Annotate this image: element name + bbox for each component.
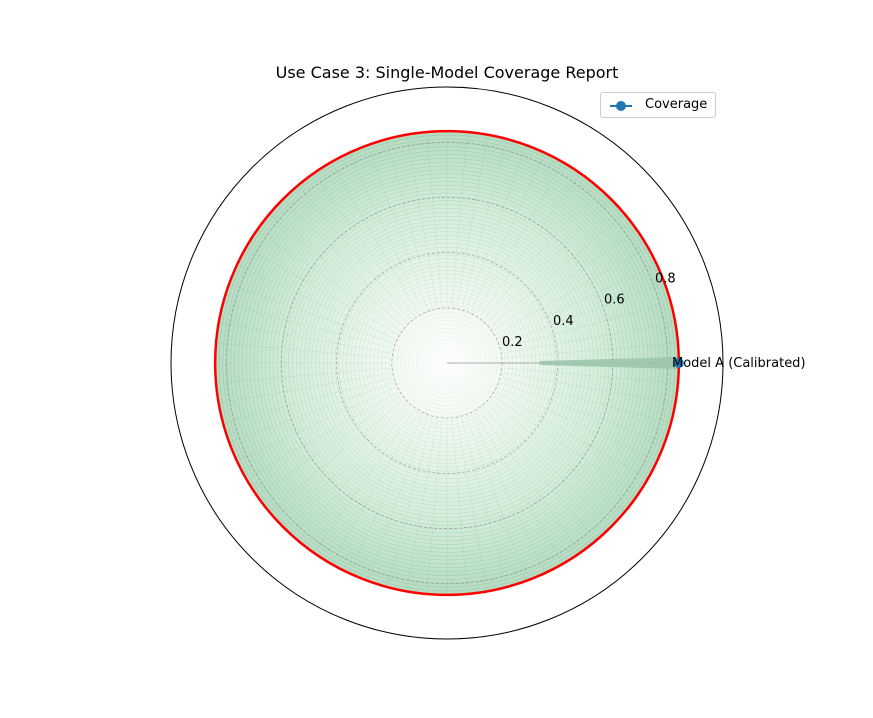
texture-spoke xyxy=(269,400,403,513)
texture-spoke xyxy=(297,407,410,541)
texture-spoke xyxy=(487,198,612,323)
category-label: Model A (Calibrated) xyxy=(672,356,806,371)
radial-tick-labels: 0.2 0.4 0.6 0.8 xyxy=(502,272,676,350)
texture-spoke xyxy=(499,387,658,462)
texture-spoke xyxy=(406,134,438,306)
texture-spoke xyxy=(297,185,410,319)
texture-spoke xyxy=(491,400,625,513)
texture-spoke xyxy=(494,396,638,497)
radial-tick-label: 0.2 xyxy=(502,335,523,350)
texture-spoke xyxy=(256,396,400,497)
texture-spoke xyxy=(504,367,678,384)
texture-spoke xyxy=(406,420,438,592)
texture-spoke xyxy=(484,185,597,319)
texture-spoke xyxy=(330,413,419,564)
texture-spoke xyxy=(223,377,392,424)
texture-spoke xyxy=(386,139,433,308)
texture-spoke xyxy=(497,391,648,480)
radial-tick-label: 0.6 xyxy=(604,293,625,308)
texture-spoke xyxy=(456,420,488,592)
texture-spoke xyxy=(504,322,676,354)
texture-spoke xyxy=(426,420,443,594)
texture-spoke xyxy=(282,403,407,528)
texture-spoke xyxy=(246,246,397,335)
texture-spoke xyxy=(229,283,393,344)
texture-spoke xyxy=(466,417,527,581)
texture-spoke xyxy=(348,415,423,574)
texture-spoke xyxy=(426,132,443,306)
texture-spoke xyxy=(451,132,468,306)
chart-title: Use Case 3: Single-Model Coverage Report xyxy=(276,63,619,82)
texture-spoke xyxy=(367,417,428,581)
texture-spoke xyxy=(504,342,678,359)
texture-spoke xyxy=(313,410,414,554)
texture-spoke xyxy=(466,145,527,309)
texture-spoke xyxy=(502,377,671,424)
legend-dot-marker xyxy=(616,101,626,111)
spokes xyxy=(215,131,679,595)
texture-spoke xyxy=(282,198,407,323)
legend-label: Coverage xyxy=(645,97,708,112)
texture-spoke xyxy=(501,382,665,443)
texture-spoke xyxy=(461,139,508,308)
texture-spoke xyxy=(497,246,648,335)
texture-spoke xyxy=(236,264,395,339)
texture-spoke xyxy=(246,391,397,480)
texture-spoke xyxy=(484,407,597,541)
texture-spoke xyxy=(229,382,393,443)
texture-spoke xyxy=(269,213,403,326)
texture-spoke xyxy=(456,134,488,306)
texture-spoke xyxy=(475,413,564,564)
texture-spoke xyxy=(223,302,392,349)
texture-spoke xyxy=(461,418,508,587)
texture-spoke xyxy=(480,172,581,316)
texture-spoke xyxy=(330,162,419,313)
texture-spoke xyxy=(451,420,468,594)
radial-tick-label: 0.8 xyxy=(655,272,676,287)
texture-spoke xyxy=(501,283,665,344)
texture-spoke xyxy=(367,145,428,309)
texture-spoke xyxy=(502,302,671,349)
texture-spoke xyxy=(216,342,390,359)
texture-spoke xyxy=(491,213,625,326)
texture-spoke xyxy=(313,172,414,316)
texture-spoke xyxy=(480,410,581,554)
polar-frame xyxy=(170,86,724,640)
texture-spoke xyxy=(475,162,564,313)
texture-spoke xyxy=(504,372,676,404)
series-point xyxy=(673,358,684,368)
texture-spoke xyxy=(386,418,433,587)
texture-spoke xyxy=(236,387,395,462)
texture-spoke xyxy=(487,403,612,528)
texture-spoke xyxy=(471,415,546,574)
coverage-wedge xyxy=(539,357,679,369)
texture-spoke xyxy=(218,322,390,354)
texture-spoke xyxy=(494,229,638,330)
legend: Coverage xyxy=(600,92,716,118)
texture-spoke xyxy=(256,229,400,330)
texture-spoke xyxy=(499,264,658,339)
texture-spoke xyxy=(216,367,390,384)
texture-spoke xyxy=(348,152,423,311)
radial-tick-label: 0.4 xyxy=(553,314,574,329)
texture-spoke xyxy=(471,152,546,311)
texture-spoke xyxy=(218,372,390,404)
